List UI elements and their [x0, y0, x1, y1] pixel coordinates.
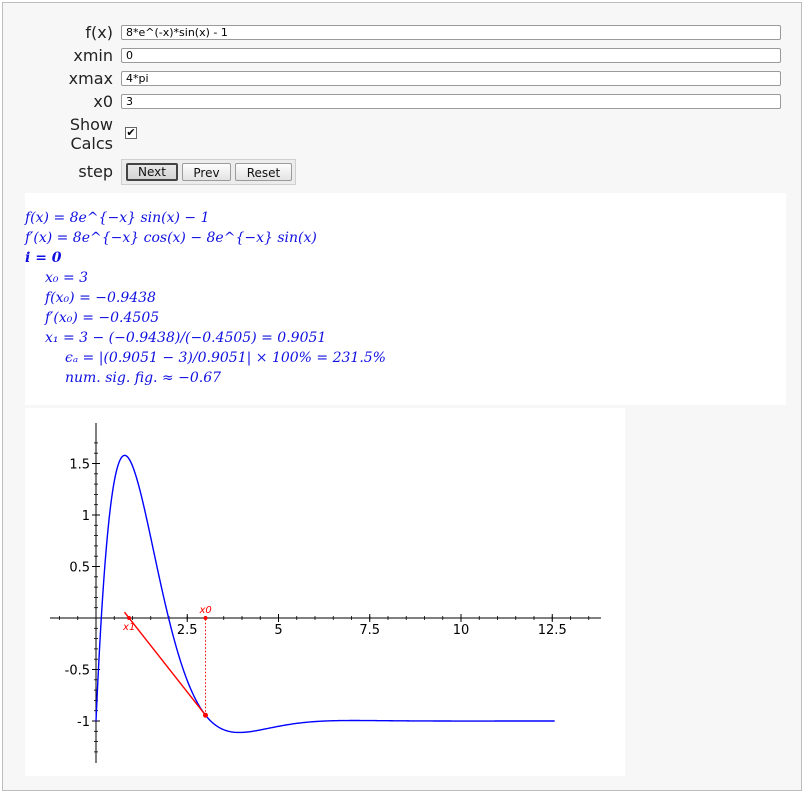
x0-label: x0 [93, 92, 113, 111]
xmax-label: xmax [68, 69, 113, 88]
x0-point [203, 616, 208, 620]
fx-label: f(x) [85, 23, 113, 42]
plot-area: 2.5 5 7.5 10 12.5 1.5 1 0.5 -0.5 -1 x0 x1 [25, 408, 625, 776]
y-tick-label: 1 [82, 509, 90, 524]
show-calcs-label-2: Calcs [70, 134, 113, 153]
calc-f-x0: f(x₀) = −0.9438 [45, 290, 156, 306]
function-curve [95, 454, 555, 734]
x1-point-label: x1 [122, 622, 135, 633]
step-label: step [78, 162, 113, 181]
prev-button[interactable]: Prev [182, 163, 231, 181]
calc-x0: x₀ = 3 [45, 270, 89, 286]
x0-input[interactable] [121, 94, 781, 109]
calc-function: f(x) = 8e^{−x} sin(x) − 1 [25, 210, 210, 226]
tangent-line [123, 611, 207, 716]
calc-iteration: i = 0 [25, 250, 62, 266]
step-button-group: Next Prev Reset [121, 159, 296, 185]
x0-point-label: x0 [199, 605, 212, 616]
x1-point [127, 616, 132, 620]
fx-input[interactable] [121, 25, 781, 40]
calc-derivative: f′(x) = 8e^{−x} cos(x) − 8e^{−x} sin(x) [25, 230, 317, 246]
xmin-label: xmin [73, 46, 113, 65]
x-tick-label: 5 [274, 623, 282, 638]
calc-x1: x₁ = 3 − (−0.9438)/(−0.4505) = 0.9051 [45, 330, 327, 346]
x-tick-label: 12.5 [538, 623, 567, 638]
xmin-input[interactable] [121, 48, 781, 63]
calc-relative-error: ϵₐ = |(0.9051 − 3)/0.9051| × 100% = 231.… [65, 350, 386, 366]
calc-sig-figs: num. sig. fig. ≈ −0.67 [65, 370, 222, 386]
y-tick-label: 1.5 [69, 458, 90, 473]
x-tick-label: 7.5 [359, 623, 380, 638]
f-x0-point [203, 712, 208, 718]
show-calcs-label: Show [69, 115, 113, 134]
x-tick-label: 10 [453, 623, 470, 638]
show-calcs-checkbox[interactable]: ✔ [125, 126, 137, 139]
y-tick-label: 0.5 [69, 561, 90, 576]
xmax-input[interactable] [121, 71, 781, 86]
calc-fprime-x0: f′(x₀) = −0.4505 [45, 310, 160, 326]
y-tick-label: -1 [77, 715, 90, 730]
x-tick-label: 2.5 [177, 623, 198, 638]
reset-button[interactable]: Reset [235, 163, 292, 181]
next-button[interactable]: Next [126, 163, 178, 181]
y-tick-label: -0.5 [65, 664, 90, 679]
newton-plot: 2.5 5 7.5 10 12.5 1.5 1 0.5 -0.5 -1 x0 x1 [50, 423, 601, 763]
calculations-output: f(x) = 8e^{−x} sin(x) − 1 f′(x) = 8e^{−x… [25, 193, 786, 405]
